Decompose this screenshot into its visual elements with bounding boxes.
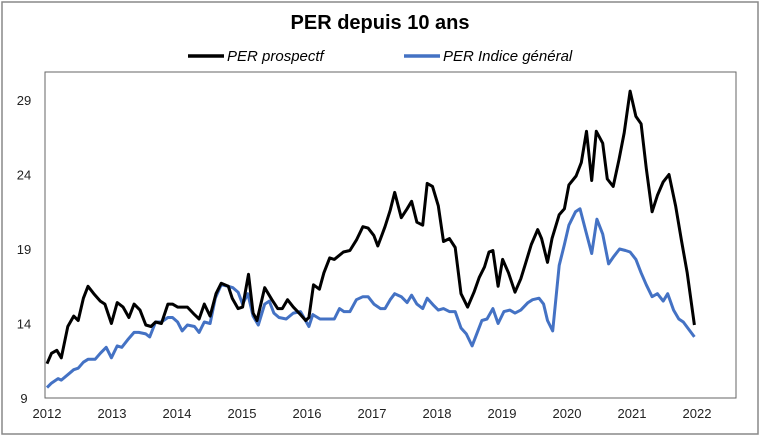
x-tick-label: 2014	[163, 406, 192, 421]
y-tick-label: 19	[17, 242, 31, 257]
x-tick-label: 2022	[683, 406, 712, 421]
legend-label-per-indice-general: PER Indice général	[443, 48, 573, 65]
series-line-per-prospectf	[45, 89, 696, 365]
plot-area	[44, 71, 737, 399]
x-tick-label: 2012	[33, 406, 62, 421]
chart-title: PER depuis 10 ans	[291, 12, 470, 34]
y-tick-label: 24	[17, 168, 31, 183]
x-tick-label: 2017	[358, 406, 387, 421]
y-tick-label: 29	[17, 93, 31, 108]
x-tick-label: 2016	[293, 406, 322, 421]
y-tick-label: 14	[17, 317, 31, 332]
legend-label-per-prospectf: PER prospectf	[227, 48, 326, 65]
x-tick-label: 2018	[423, 406, 452, 421]
x-tick-label: 2015	[228, 406, 257, 421]
x-tick-label: 2020	[553, 406, 582, 421]
x-tick-label: 2021	[618, 406, 647, 421]
legend: PER prospectf PER Indice général	[188, 48, 573, 65]
y-tick-label: 9	[20, 391, 27, 406]
x-tick-label: 2013	[98, 406, 127, 421]
x-tick-label: 2019	[488, 406, 517, 421]
series-line-per-indice-general	[45, 207, 696, 389]
